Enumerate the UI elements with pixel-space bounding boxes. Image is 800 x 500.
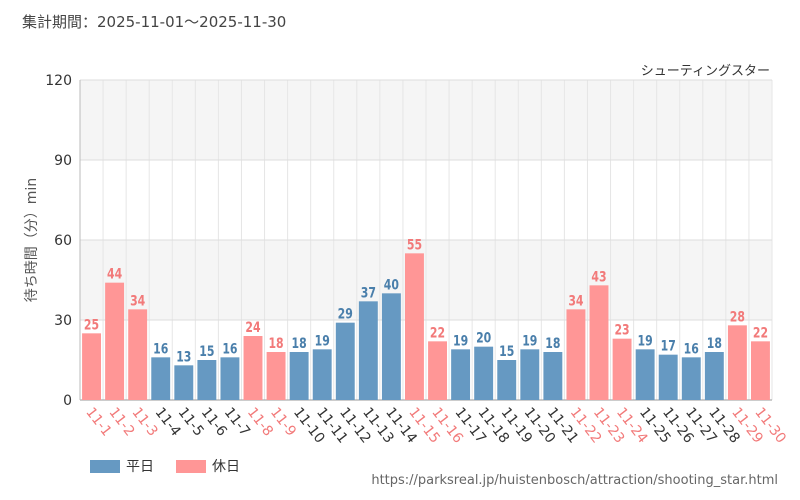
- bar-11-2: [105, 282, 125, 400]
- y-tick-label: 30: [54, 313, 72, 329]
- value-label-11-12: 29: [338, 305, 353, 322]
- legend-item-weekday: 平日: [90, 456, 154, 476]
- bar-11-21: [543, 352, 563, 400]
- bar-11-8: [243, 336, 263, 400]
- bar-11-29: [727, 325, 747, 400]
- bar-11-6: [197, 360, 217, 400]
- bar-11-22: [566, 309, 586, 400]
- x-tick-label-11-7: 11-7: [221, 405, 253, 440]
- bar-11-23: [589, 285, 609, 400]
- y-tick-label: 0: [63, 393, 72, 409]
- value-label-11-2: 44: [107, 265, 122, 282]
- y-tick-label: 60: [54, 233, 72, 249]
- bar-11-14: [381, 293, 401, 400]
- x-tick-label-11-3: 11-3: [129, 405, 161, 440]
- value-label-11-11: 19: [315, 332, 330, 349]
- x-tick-label-11-5: 11-5: [175, 405, 207, 440]
- legend-item-holiday: 休日: [176, 456, 240, 476]
- value-label-11-3: 34: [130, 292, 145, 309]
- bar-11-17: [451, 349, 471, 400]
- value-label-11-6: 15: [199, 343, 214, 360]
- bar-11-11: [312, 349, 332, 400]
- bar-11-19: [497, 360, 517, 400]
- bar-11-20: [520, 349, 540, 400]
- legend: 平日 休日: [90, 456, 240, 476]
- bar-11-13: [358, 301, 378, 400]
- x-tick-label-11-1: 11-1: [82, 405, 114, 440]
- y-tick-label: 90: [54, 153, 72, 169]
- value-label-11-8: 24: [245, 319, 260, 336]
- x-tick-label-11-8: 11-8: [244, 405, 276, 440]
- bar-11-1: [82, 333, 101, 400]
- value-label-11-28: 18: [707, 335, 722, 352]
- bar-11-5: [174, 365, 194, 400]
- value-label-11-7: 16: [222, 340, 237, 357]
- value-label-11-22: 34: [568, 292, 583, 309]
- value-label-11-13: 37: [361, 284, 376, 301]
- value-label-11-30: 22: [753, 324, 768, 341]
- value-label-11-14: 40: [384, 276, 399, 293]
- legend-swatch-weekday: [90, 459, 120, 473]
- x-tick-label-11-2: 11-2: [105, 405, 137, 440]
- bar-11-25: [635, 349, 655, 400]
- bar-11-16: [428, 341, 447, 400]
- value-label-11-26: 17: [661, 337, 676, 354]
- value-label-11-16: 22: [430, 324, 445, 341]
- bar-11-4: [151, 357, 171, 400]
- bar-11-10: [289, 352, 309, 400]
- bar-11-24: [612, 338, 632, 400]
- value-label-11-25: 19: [638, 332, 653, 349]
- value-label-11-27: 16: [684, 340, 699, 357]
- value-label-11-5: 13: [176, 348, 191, 365]
- chart-title: シューティングスター: [641, 64, 770, 79]
- legend-label-holiday: 休日: [212, 459, 240, 475]
- value-label-11-18: 20: [476, 329, 491, 346]
- legend-swatch-holiday: [176, 459, 206, 473]
- value-label-11-20: 19: [522, 332, 537, 349]
- bar-11-18: [474, 346, 494, 400]
- source-url: https://parksreal.jp/huistenbosch/attrac…: [371, 473, 778, 488]
- bar-11-3: [128, 309, 148, 400]
- value-label-11-17: 19: [453, 332, 468, 349]
- bar-11-9: [266, 352, 286, 400]
- value-label-11-10: 18: [292, 335, 307, 352]
- value-label-11-29: 28: [730, 308, 745, 325]
- bar-11-12: [335, 322, 355, 400]
- y-tick-label: 120: [45, 73, 72, 89]
- value-label-11-24: 23: [614, 321, 629, 338]
- value-label-11-21: 18: [545, 335, 560, 352]
- bar-11-26: [658, 354, 678, 400]
- period-label: 集計期間：2025-11-01～2025-11-30: [22, 13, 287, 31]
- bar-11-28: [704, 352, 724, 400]
- bar-11-27: [681, 357, 701, 400]
- y-axis-label: 待ち時間（分）min: [24, 178, 40, 302]
- bar-11-30: [751, 341, 770, 400]
- value-label-11-23: 43: [591, 268, 606, 285]
- value-label-11-9: 18: [268, 335, 283, 352]
- x-tick-label-11-9: 11-9: [267, 405, 299, 440]
- bar-11-7: [220, 357, 240, 400]
- value-label-11-15: 55: [407, 236, 422, 253]
- value-label-11-19: 15: [499, 343, 514, 360]
- bar-11-15: [405, 253, 424, 400]
- value-label-11-4: 16: [153, 340, 168, 357]
- legend-label-weekday: 平日: [126, 459, 154, 475]
- value-label-11-1: 25: [84, 316, 99, 333]
